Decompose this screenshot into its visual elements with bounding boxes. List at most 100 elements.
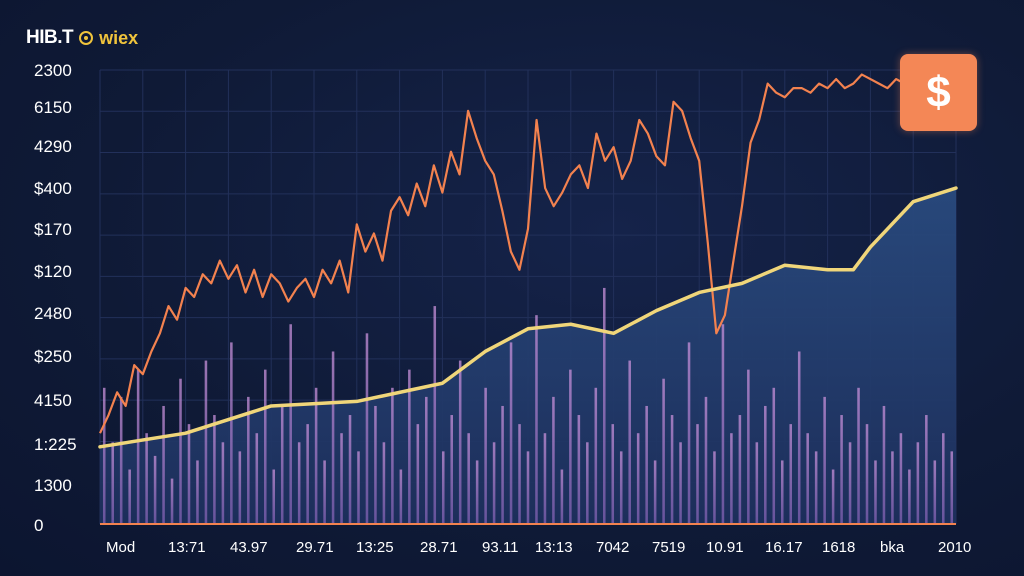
dollar-icon: $ (900, 54, 977, 131)
volume-bar (119, 396, 123, 524)
volume-bar (204, 360, 208, 524)
volume-bar (942, 433, 945, 524)
chart-lines (98, 73, 958, 525)
volume-bar (806, 433, 809, 524)
volume-bar (874, 460, 877, 524)
volume-bar (145, 433, 148, 524)
x-tick-label: bka (880, 539, 905, 556)
volume-bar (823, 396, 826, 524)
volume-bar (840, 415, 843, 524)
volume-bar (687, 342, 691, 524)
volume-bar (484, 387, 487, 524)
volume-bar (670, 415, 674, 524)
volume-bar (162, 405, 165, 524)
volume-bar (467, 433, 470, 524)
y-tick-label: 4150 (34, 391, 72, 410)
volume-bar (865, 424, 869, 524)
brand-name: HIB.T (26, 27, 74, 48)
volume-bar (747, 369, 750, 524)
volume-bar (374, 405, 377, 524)
volume-bar (416, 424, 420, 524)
volume-bar (679, 442, 682, 524)
volume-bar (526, 451, 530, 524)
volume-bar (170, 478, 174, 524)
volume-bar (713, 451, 716, 524)
x-tick-label: 93.11 (482, 539, 518, 556)
volume-bar (704, 396, 708, 524)
volume-bar (518, 424, 521, 524)
y-tick-label: $400 (34, 179, 72, 198)
volume-bar (764, 405, 767, 524)
volume-bar (408, 369, 411, 524)
volume-bar (730, 433, 733, 524)
volume-bar (662, 378, 665, 524)
volume-bar (780, 460, 784, 524)
volume-bar (263, 369, 267, 524)
volume-bar (272, 469, 276, 524)
volume-bar (450, 415, 453, 524)
volume-bar (221, 442, 225, 524)
volume-bar (925, 415, 928, 524)
y-tick-label: 6150 (34, 98, 72, 117)
x-axis: Mod 13:71 43.97 29.71 13:25 28.71 93.11 13:13 70… (106, 539, 971, 556)
volume-bar (391, 387, 394, 524)
volume-bar (696, 424, 699, 524)
volume-bar (492, 442, 496, 524)
volume-bar (619, 451, 623, 524)
volume-bar (196, 460, 199, 524)
volume-bar (569, 369, 572, 524)
volume-bar (950, 451, 954, 524)
volume-bar (628, 360, 631, 524)
volume-bar (772, 387, 776, 524)
volume-bar (891, 451, 894, 524)
volume-bar (797, 351, 801, 524)
volume-bar (213, 415, 216, 524)
volume-bar (636, 433, 640, 524)
volume-bar (179, 378, 182, 524)
volume-bar (111, 442, 114, 524)
volume-bar (247, 396, 250, 524)
volume-bar (552, 396, 555, 524)
volume-bar (441, 451, 445, 524)
volume-bar (289, 324, 292, 524)
volume-bar (331, 351, 335, 524)
volume-bar (603, 287, 606, 524)
volume-bar (102, 387, 106, 524)
volume-bar (586, 442, 589, 524)
volume-bar (814, 451, 818, 524)
volume-bar (425, 396, 428, 524)
x-tick-label: 10.91 (706, 539, 744, 556)
volume-bar (560, 469, 564, 524)
volume-bar (933, 460, 937, 524)
volume-bar (789, 424, 793, 524)
y-tick-label: 0 (34, 516, 43, 535)
volume-bar (340, 433, 343, 524)
volume-bar (475, 460, 479, 524)
brand-logo-text: wiex (99, 27, 139, 48)
y-tick-label: 2480 (34, 304, 72, 323)
trend-line (98, 186, 958, 449)
volume-bar (831, 469, 835, 524)
volume-bar (509, 342, 513, 524)
x-tick-label: 29.71 (296, 539, 334, 556)
volume-bar (348, 415, 352, 524)
volume-bar (535, 315, 538, 524)
volume-bar (230, 342, 233, 524)
volume-bar (916, 442, 920, 524)
volume-bar (357, 451, 360, 524)
volume-bar (738, 415, 742, 524)
volume-bar (238, 451, 242, 524)
x-tick-label: Mod (106, 539, 135, 556)
volume-bar (153, 455, 157, 524)
volume-bars (102, 287, 954, 524)
price-line (99, 73, 957, 434)
x-tick-label: 13:13 (535, 539, 573, 556)
volume-bar (187, 424, 191, 524)
volume-bar (848, 442, 852, 524)
x-tick-label: 1618 (822, 539, 855, 556)
volume-bar (611, 424, 615, 524)
volume-bar (755, 442, 759, 524)
volume-bar (136, 369, 140, 524)
